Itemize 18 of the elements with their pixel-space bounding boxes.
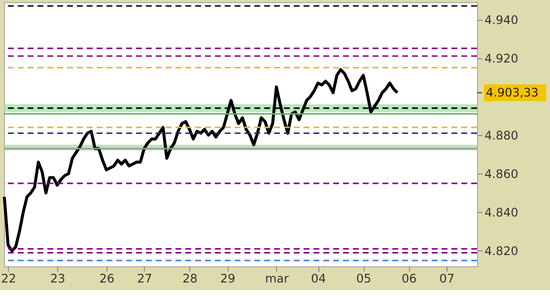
x-tick-label: mar [265, 272, 289, 286]
x-tick-label: 28 [182, 272, 198, 286]
x-tick-label: 26 [99, 272, 114, 286]
x-tick-label: 07 [439, 272, 454, 286]
x-tick-label: 05 [356, 272, 372, 286]
text: 4.903,33 [486, 86, 539, 100]
y-tick-label: 4.820 [484, 244, 518, 258]
x-tick-label: 29 [220, 272, 236, 286]
x-tick-label: 04 [310, 272, 326, 286]
y-tick-label: 4.860 [484, 167, 518, 182]
x-tick-label: 23 [50, 272, 66, 286]
x-tick-label: 27 [137, 272, 152, 286]
y-tick-label: 4.920 [484, 51, 518, 66]
x-tick-label: 06 [402, 272, 417, 286]
x-tick-label: 22 [1, 272, 16, 286]
y-tick-label: 4.840 [484, 206, 518, 220]
y-tick-label: 4.880 [484, 128, 518, 143]
y-tick-label: 4.940 [484, 12, 518, 27]
